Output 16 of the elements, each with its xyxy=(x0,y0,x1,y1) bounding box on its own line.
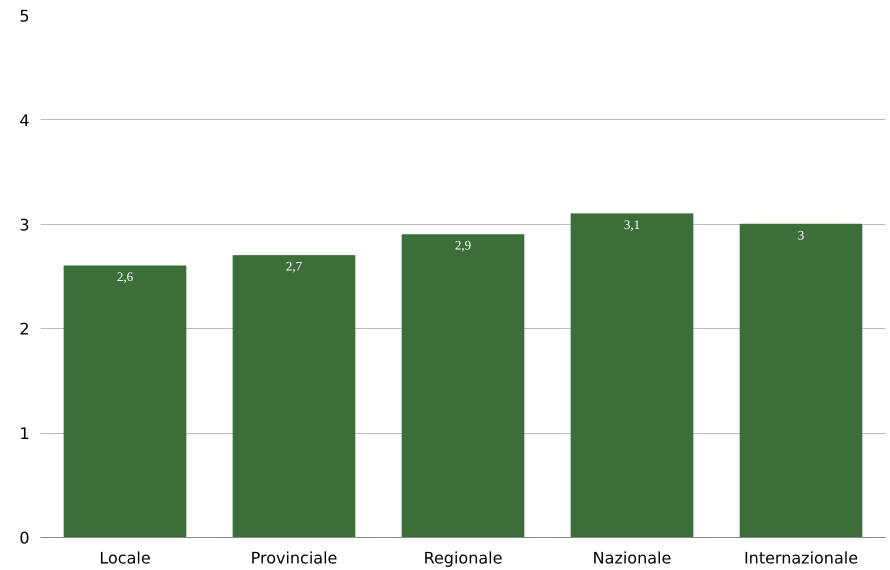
data-label: 3,1 xyxy=(624,216,640,232)
y-tick-label: 5 xyxy=(19,6,30,26)
data-label: 2,9 xyxy=(454,238,472,253)
x-tick-label: Nazionale xyxy=(592,548,672,568)
y-tick-label: 2 xyxy=(19,320,30,339)
x-tick-label: Internazionale xyxy=(744,548,858,568)
data-label: 2,6 xyxy=(116,269,134,284)
y-tick-label: 3 xyxy=(19,215,30,234)
y-tick-label: 1 xyxy=(19,424,30,444)
y-tick-label: 0 xyxy=(19,528,30,548)
data-label: 3 xyxy=(798,227,804,242)
data-label: 2,7 xyxy=(286,258,303,274)
x-tick-label: Regionale xyxy=(424,548,502,568)
x-tick-label: Locale xyxy=(99,548,151,568)
y-tick-label: 4 xyxy=(19,110,30,130)
x-tick-label: Provinciale xyxy=(250,548,338,568)
